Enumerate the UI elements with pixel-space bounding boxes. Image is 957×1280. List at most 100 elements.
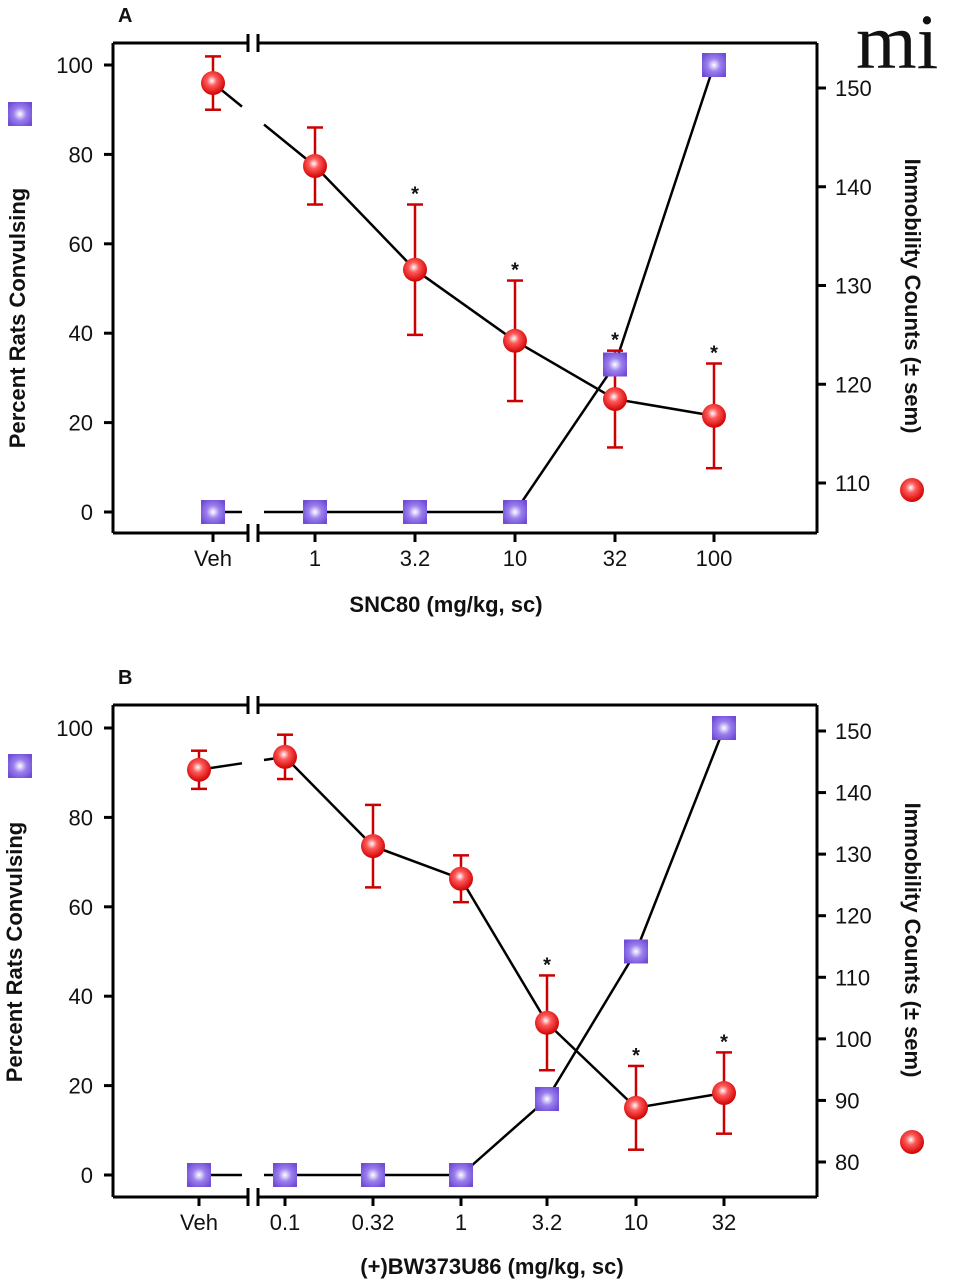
immobility-series-line (372, 844, 462, 880)
x-axis-tick-label: 1 (309, 546, 321, 571)
x-axis-tick-label: 32 (712, 1210, 736, 1235)
convulsing-data-point (187, 1163, 211, 1187)
right-axis-tick-label: 150 (835, 76, 872, 101)
right-axis-tick-label: 80 (835, 1150, 859, 1175)
left-axis-tick-label: 100 (56, 53, 93, 78)
convulsing-data-point (201, 500, 225, 524)
convulsing-series-line (613, 64, 716, 365)
x-axis-tick-label: 0.1 (270, 1210, 301, 1235)
convulsing-data-point (403, 500, 427, 524)
immobility-series-line (414, 268, 516, 342)
right-axis-tick-label: 130 (835, 842, 872, 867)
immobility-series-line (284, 755, 374, 848)
significance-star: * (511, 260, 519, 282)
convulsing-data-point (603, 352, 627, 377)
left-axis-tick-label: 60 (69, 895, 93, 920)
right-axis-tick-label: 130 (835, 274, 872, 299)
panel-a-left-axis-title: Percent Rats Convulsing (5, 188, 30, 448)
panel-b-left-axis-title: Percent Rats Convulsing (2, 822, 27, 1082)
left-axis-tick-label: 20 (69, 1074, 93, 1099)
right-axis-tick-label: 90 (835, 1088, 859, 1113)
legend-circle-icon (900, 478, 924, 502)
convulsing-series-line (545, 950, 638, 1100)
x-axis-tick-label: 1 (455, 1210, 467, 1235)
panel-a-right-axis-title: Immobility Counts (± sem) (900, 159, 925, 434)
panel-b-right-axis-title: Immobility Counts (± sem) (900, 803, 925, 1078)
left-axis-tick-label: 80 (69, 805, 93, 830)
immobility-series-line (514, 339, 616, 401)
legend-square-icon (8, 102, 32, 126)
right-axis-tick-label: 110 (835, 965, 870, 990)
immobility-data-point (702, 403, 726, 428)
left-axis-tick-label: 0 (81, 500, 93, 525)
legend-square-icon (8, 754, 32, 778)
immobility-data-point (449, 866, 473, 891)
significance-star: * (632, 1045, 640, 1067)
immobility-data-point (403, 257, 427, 282)
immobility-data-point (201, 71, 225, 96)
significance-star: * (720, 1031, 728, 1053)
panel-a-plot: 0 20 40 60 80 100 110 120 130 140 150 Veh 1 3.2 10 32 10… (8, 34, 924, 571)
immobility-data-point (303, 154, 327, 179)
convulsing-data-point (624, 939, 648, 964)
x-axis-tick-label: Veh (194, 546, 232, 571)
right-axis-tick-label: 120 (835, 372, 872, 397)
logo-text: mi (856, 0, 938, 85)
convulsing-data-point (702, 53, 726, 77)
left-axis-tick-label: 80 (69, 142, 93, 167)
left-axis-tick-label: 0 (81, 1163, 93, 1188)
left-axis-tick-label: 40 (69, 321, 93, 346)
right-axis-tick-label: 140 (835, 781, 872, 806)
x-axis-tick-label: 3.2 (400, 546, 431, 571)
immobility-data-point (187, 757, 211, 782)
immobility-data-point (361, 834, 385, 859)
immobility-data-point (603, 387, 627, 412)
right-axis-tick-label: 110 (835, 471, 870, 496)
left-axis-tick-label: 40 (69, 984, 93, 1009)
x-axis-tick-label: Veh (180, 1210, 218, 1235)
significance-star: * (543, 954, 551, 976)
left-axis-tick-label: 60 (69, 232, 93, 257)
immobility-data-point (624, 1095, 648, 1120)
convulsing-series-line (634, 727, 726, 952)
immobility-series-line (314, 165, 416, 271)
x-axis-tick-label: 10 (624, 1210, 648, 1235)
immobility-series-line (459, 878, 549, 1024)
left-axis-tick-label: 20 (69, 411, 93, 436)
panel-b-x-axis-title: (+)BW373U86 (mg/kg, sc) (360, 1254, 623, 1279)
convulsing-data-point (273, 1163, 297, 1187)
convulsing-data-point (535, 1087, 559, 1112)
immobility-series-line (635, 1091, 725, 1110)
immobility-series-line (614, 397, 715, 418)
convulsing-data-point (449, 1163, 473, 1187)
immobility-series-line (546, 1021, 637, 1109)
x-axis-tick-label: 3.2 (532, 1210, 563, 1235)
panel-a: A SNC80 (mg/kg, sc) Percent Rats Convuls… (5, 5, 925, 617)
immobility-data-point (712, 1081, 736, 1106)
panel-a-label: A (118, 5, 132, 27)
journal-logo-icon: mi (856, 0, 938, 85)
right-axis-tick-label: 120 (835, 904, 872, 929)
immobility-data-point (535, 1010, 559, 1035)
x-axis-tick-label: 0.32 (352, 1210, 395, 1235)
x-axis-tick-label: 10 (503, 546, 527, 571)
immobility-data-point (503, 328, 527, 353)
immobility-data-point (273, 744, 297, 769)
left-axis-tick-label: 100 (56, 716, 93, 741)
significance-star: * (611, 330, 619, 352)
right-axis-tick-label: 140 (835, 175, 872, 200)
x-axis-tick-label: 100 (696, 546, 733, 571)
convulsing-data-point (503, 500, 527, 524)
panel-a-x-axis-title: SNC80 (mg/kg, sc) (349, 592, 542, 617)
panel-b-label: B (118, 667, 132, 689)
x-axis-tick-label: 32 (603, 546, 627, 571)
significance-star: * (411, 184, 419, 206)
convulsing-series-line (513, 363, 617, 513)
right-axis-tick-label: 150 (835, 719, 872, 744)
right-axis-tick-label: 100 (835, 1027, 872, 1052)
legend-circle-icon (900, 1130, 924, 1154)
significance-star: * (710, 343, 718, 365)
convulsing-data-point (712, 716, 736, 740)
